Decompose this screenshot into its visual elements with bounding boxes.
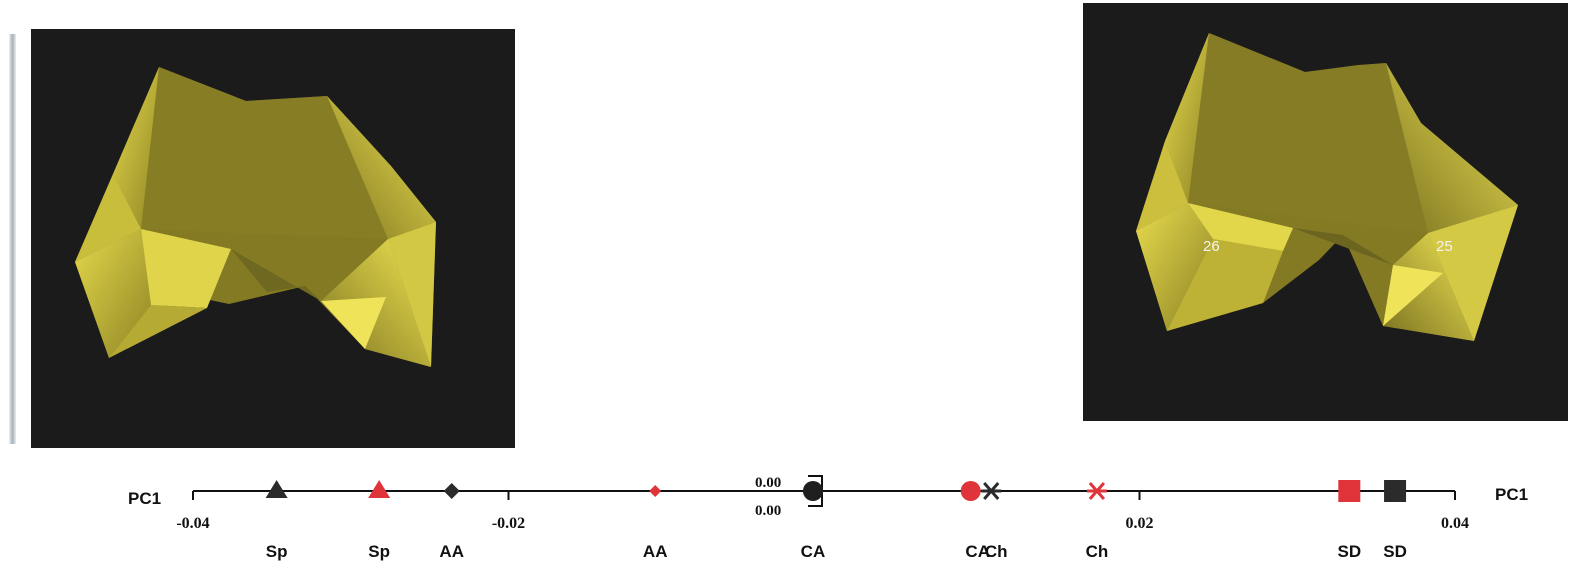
tick-label: -0.02	[492, 515, 525, 532]
mesh-shape-positive: 26 25	[1136, 33, 1518, 341]
data-point-square	[1384, 480, 1407, 502]
shape-panel-positive: 26 25	[1083, 3, 1568, 421]
data-point-circle	[960, 481, 981, 501]
data-point-asterisk	[1086, 482, 1107, 500]
data-point-asterisk	[981, 482, 1002, 500]
data-point-circle	[802, 481, 823, 501]
data-point-triangle	[368, 480, 391, 498]
pc1-axis-chart: -0.04 -0.02 0.02 0.04 PC1 PC1 0.00 0.00 Sp S…	[128, 475, 1528, 561]
zero-label-bottom: 0.00	[755, 503, 781, 519]
point-label: Sp	[368, 542, 390, 561]
data-point-triangle	[265, 480, 288, 498]
axis-label-left: PC1	[128, 489, 161, 508]
point-label: AA	[439, 542, 464, 561]
left-edge-bar	[9, 34, 16, 444]
zero-label-top: 0.00	[755, 475, 781, 491]
point-label: SD	[1383, 542, 1407, 561]
data-point-square	[1338, 480, 1361, 502]
axis-label-right: PC1	[1495, 485, 1528, 504]
point-label: Ch	[985, 542, 1008, 561]
data-point-diamond	[443, 483, 460, 499]
shape-panel-negative	[31, 29, 515, 448]
landmark-label-26: 26	[1203, 238, 1220, 255]
tick-label: 0.02	[1126, 515, 1154, 532]
tick-label: 0.04	[1441, 515, 1469, 532]
point-label: SD	[1337, 542, 1361, 561]
data-point-diamond	[649, 485, 662, 497]
point-label: Sp	[266, 542, 288, 561]
tick-label: -0.04	[176, 515, 209, 532]
point-label: AA	[643, 542, 668, 561]
mesh-shape-negative	[75, 67, 436, 367]
point-label: CA	[965, 542, 990, 561]
axis-ticks: -0.04 -0.02 0.02 0.04	[176, 491, 1469, 532]
point-label: Ch	[1086, 542, 1109, 561]
landmark-label-25: 25	[1436, 238, 1453, 255]
point-label: CA	[801, 542, 826, 561]
